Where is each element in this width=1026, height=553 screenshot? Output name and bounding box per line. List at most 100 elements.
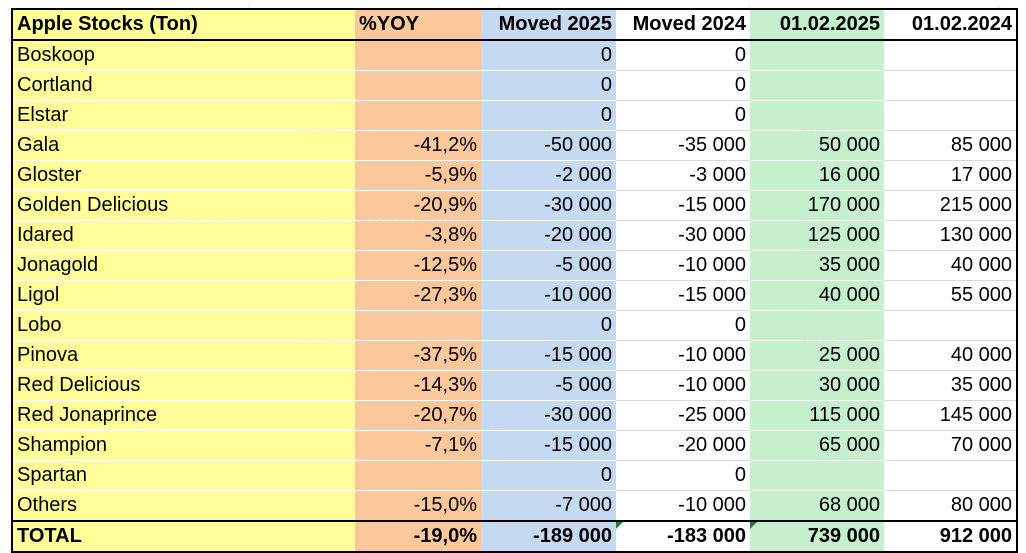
yoy-cell [355, 40, 481, 71]
moved-2024-cell: 0 [616, 40, 750, 71]
variety-cell: Jonagold [11, 250, 355, 281]
yoy-cell: -20,7% [355, 400, 481, 431]
moved-2025-cell: -30 000 [481, 190, 616, 221]
stock-2025-cell: 35 000 [750, 250, 884, 281]
stock-2024-cell [884, 40, 1018, 71]
total-moved-2025: -189 000 [481, 520, 616, 553]
stock-2024-cell: 145 000 [884, 400, 1018, 431]
stock-2024-cell [884, 70, 1018, 101]
moved-2024-cell: -10 000 [616, 370, 750, 401]
moved-2024-cell: -35 000 [616, 130, 750, 161]
variety-cell: Lobo [11, 310, 355, 341]
total-moved-2024: -183 000 [616, 520, 750, 553]
stock-2025-cell [750, 70, 884, 101]
table-row: Shampion -7,1% -15 000 -20 000 65 000 70 000 [11, 430, 1018, 461]
stock-2024-cell: 40 000 [884, 340, 1018, 371]
stock-2024-cell: 40 000 [884, 250, 1018, 281]
stock-2025-cell: 65 000 [750, 430, 884, 461]
stock-2024-cell: 130 000 [884, 220, 1018, 251]
table-row: Red Delicious -14,3% -5 000 -10 000 30 000 35… [11, 370, 1018, 401]
table-row: Gala -41,2% -50 000 -35 000 50 000 85 000 [11, 130, 1018, 161]
stock-2025-cell: 125 000 [750, 220, 884, 251]
table-row: Lobo 0 0 [11, 310, 1018, 341]
moved-2024-cell: -25 000 [616, 400, 750, 431]
table-row: Golden Delicious -20,9% -30 000 -15 000 170 … [11, 190, 1018, 221]
yoy-cell: -41,2% [355, 130, 481, 161]
variety-cell: Golden Delicious [11, 190, 355, 221]
moved-2025-cell: -20 000 [481, 220, 616, 251]
table-row: Cortland 0 0 [11, 70, 1018, 101]
table-row: Gloster -5,9% -2 000 -3 000 16 000 17 000 [11, 160, 1018, 191]
moved-2024-cell: 0 [616, 310, 750, 341]
stock-2025-cell: 25 000 [750, 340, 884, 371]
moved-2025-cell: -5 000 [481, 250, 616, 281]
header-row: Apple Stocks (Ton) %YOY Moved 2025 Moved… [11, 8, 1018, 41]
stock-2024-cell: 55 000 [884, 280, 1018, 311]
stock-2025-cell: 170 000 [750, 190, 884, 221]
moved-2025-cell: -2 000 [481, 160, 616, 191]
stock-2024-cell [884, 100, 1018, 131]
table-row: Pinova -37,5% -15 000 -10 000 25 000 40 000 [11, 340, 1018, 371]
variety-cell: Ligol [11, 280, 355, 311]
table-row: Idared -3,8% -20 000 -30 000 125 000 130 000 [11, 220, 1018, 251]
header-yoy: %YOY [355, 8, 481, 41]
moved-2025-cell: -10 000 [481, 280, 616, 311]
yoy-cell: -3,8% [355, 220, 481, 251]
yoy-cell [355, 310, 481, 341]
stock-2024-cell: 17 000 [884, 160, 1018, 191]
stock-2025-cell [750, 40, 884, 71]
table-row: Others -15,0% -7 000 -10 000 68 000 80 000 [11, 490, 1018, 522]
yoy-cell: -14,3% [355, 370, 481, 401]
moved-2024-cell: -15 000 [616, 190, 750, 221]
yoy-cell: -27,3% [355, 280, 481, 311]
total-row: TOTAL -19,0% -189 000 -183 000 739 000 9… [11, 520, 1018, 553]
moved-2025-cell: -15 000 [481, 340, 616, 371]
stock-2025-cell [750, 460, 884, 491]
moved-2024-cell: 0 [616, 460, 750, 491]
apple-stocks-table: Apple Stocks (Ton) %YOY Moved 2025 Moved… [11, 8, 1018, 553]
total-stock-2025: 739 000 [750, 520, 884, 553]
moved-2025-cell: 0 [481, 70, 616, 101]
variety-cell: Elstar [11, 100, 355, 131]
variety-cell: Gloster [11, 160, 355, 191]
stock-2025-cell [750, 100, 884, 131]
stock-2024-cell [884, 460, 1018, 491]
variety-cell: Red Delicious [11, 370, 355, 401]
table-row: Spartan 0 0 [11, 460, 1018, 491]
header-stock-2024: 01.02.2024 [884, 8, 1018, 41]
header-stock-2025: 01.02.2025 [750, 8, 884, 41]
yoy-cell: -5,9% [355, 160, 481, 191]
variety-cell: Shampion [11, 430, 355, 461]
yoy-cell: -12,5% [355, 250, 481, 281]
moved-2024-cell: -10 000 [616, 250, 750, 281]
yoy-cell: -37,5% [355, 340, 481, 371]
stock-2025-cell: 115 000 [750, 400, 884, 431]
total-yoy: -19,0% [355, 520, 481, 553]
yoy-cell: -20,9% [355, 190, 481, 221]
moved-2025-cell: -7 000 [481, 490, 616, 521]
header-moved-2024: Moved 2024 [616, 8, 750, 41]
stock-2025-cell: 50 000 [750, 130, 884, 161]
moved-2025-cell: 0 [481, 40, 616, 71]
moved-2025-cell: -5 000 [481, 370, 616, 401]
total-stock-2024: 912 000 [884, 520, 1018, 553]
variety-cell: Gala [11, 130, 355, 161]
table-row: Elstar 0 0 [11, 100, 1018, 131]
moved-2025-cell: -15 000 [481, 430, 616, 461]
stock-2024-cell: 70 000 [884, 430, 1018, 461]
header-variety: Apple Stocks (Ton) [11, 8, 355, 41]
moved-2024-cell: -15 000 [616, 280, 750, 311]
stock-2024-cell: 35 000 [884, 370, 1018, 401]
moved-2025-cell: 0 [481, 460, 616, 491]
variety-cell: Others [11, 490, 355, 521]
variety-cell: Red Jonaprince [11, 400, 355, 431]
stock-2025-cell: 30 000 [750, 370, 884, 401]
moved-2024-cell: 0 [616, 70, 750, 101]
stock-2025-cell [750, 310, 884, 341]
stock-2024-cell: 215 000 [884, 190, 1018, 221]
stock-2025-cell: 16 000 [750, 160, 884, 191]
yoy-cell [355, 100, 481, 131]
moved-2024-cell: -10 000 [616, 490, 750, 522]
variety-cell: Idared [11, 220, 355, 251]
table-row: Red Jonaprince -20,7% -30 000 -25 000 115 00… [11, 400, 1018, 431]
